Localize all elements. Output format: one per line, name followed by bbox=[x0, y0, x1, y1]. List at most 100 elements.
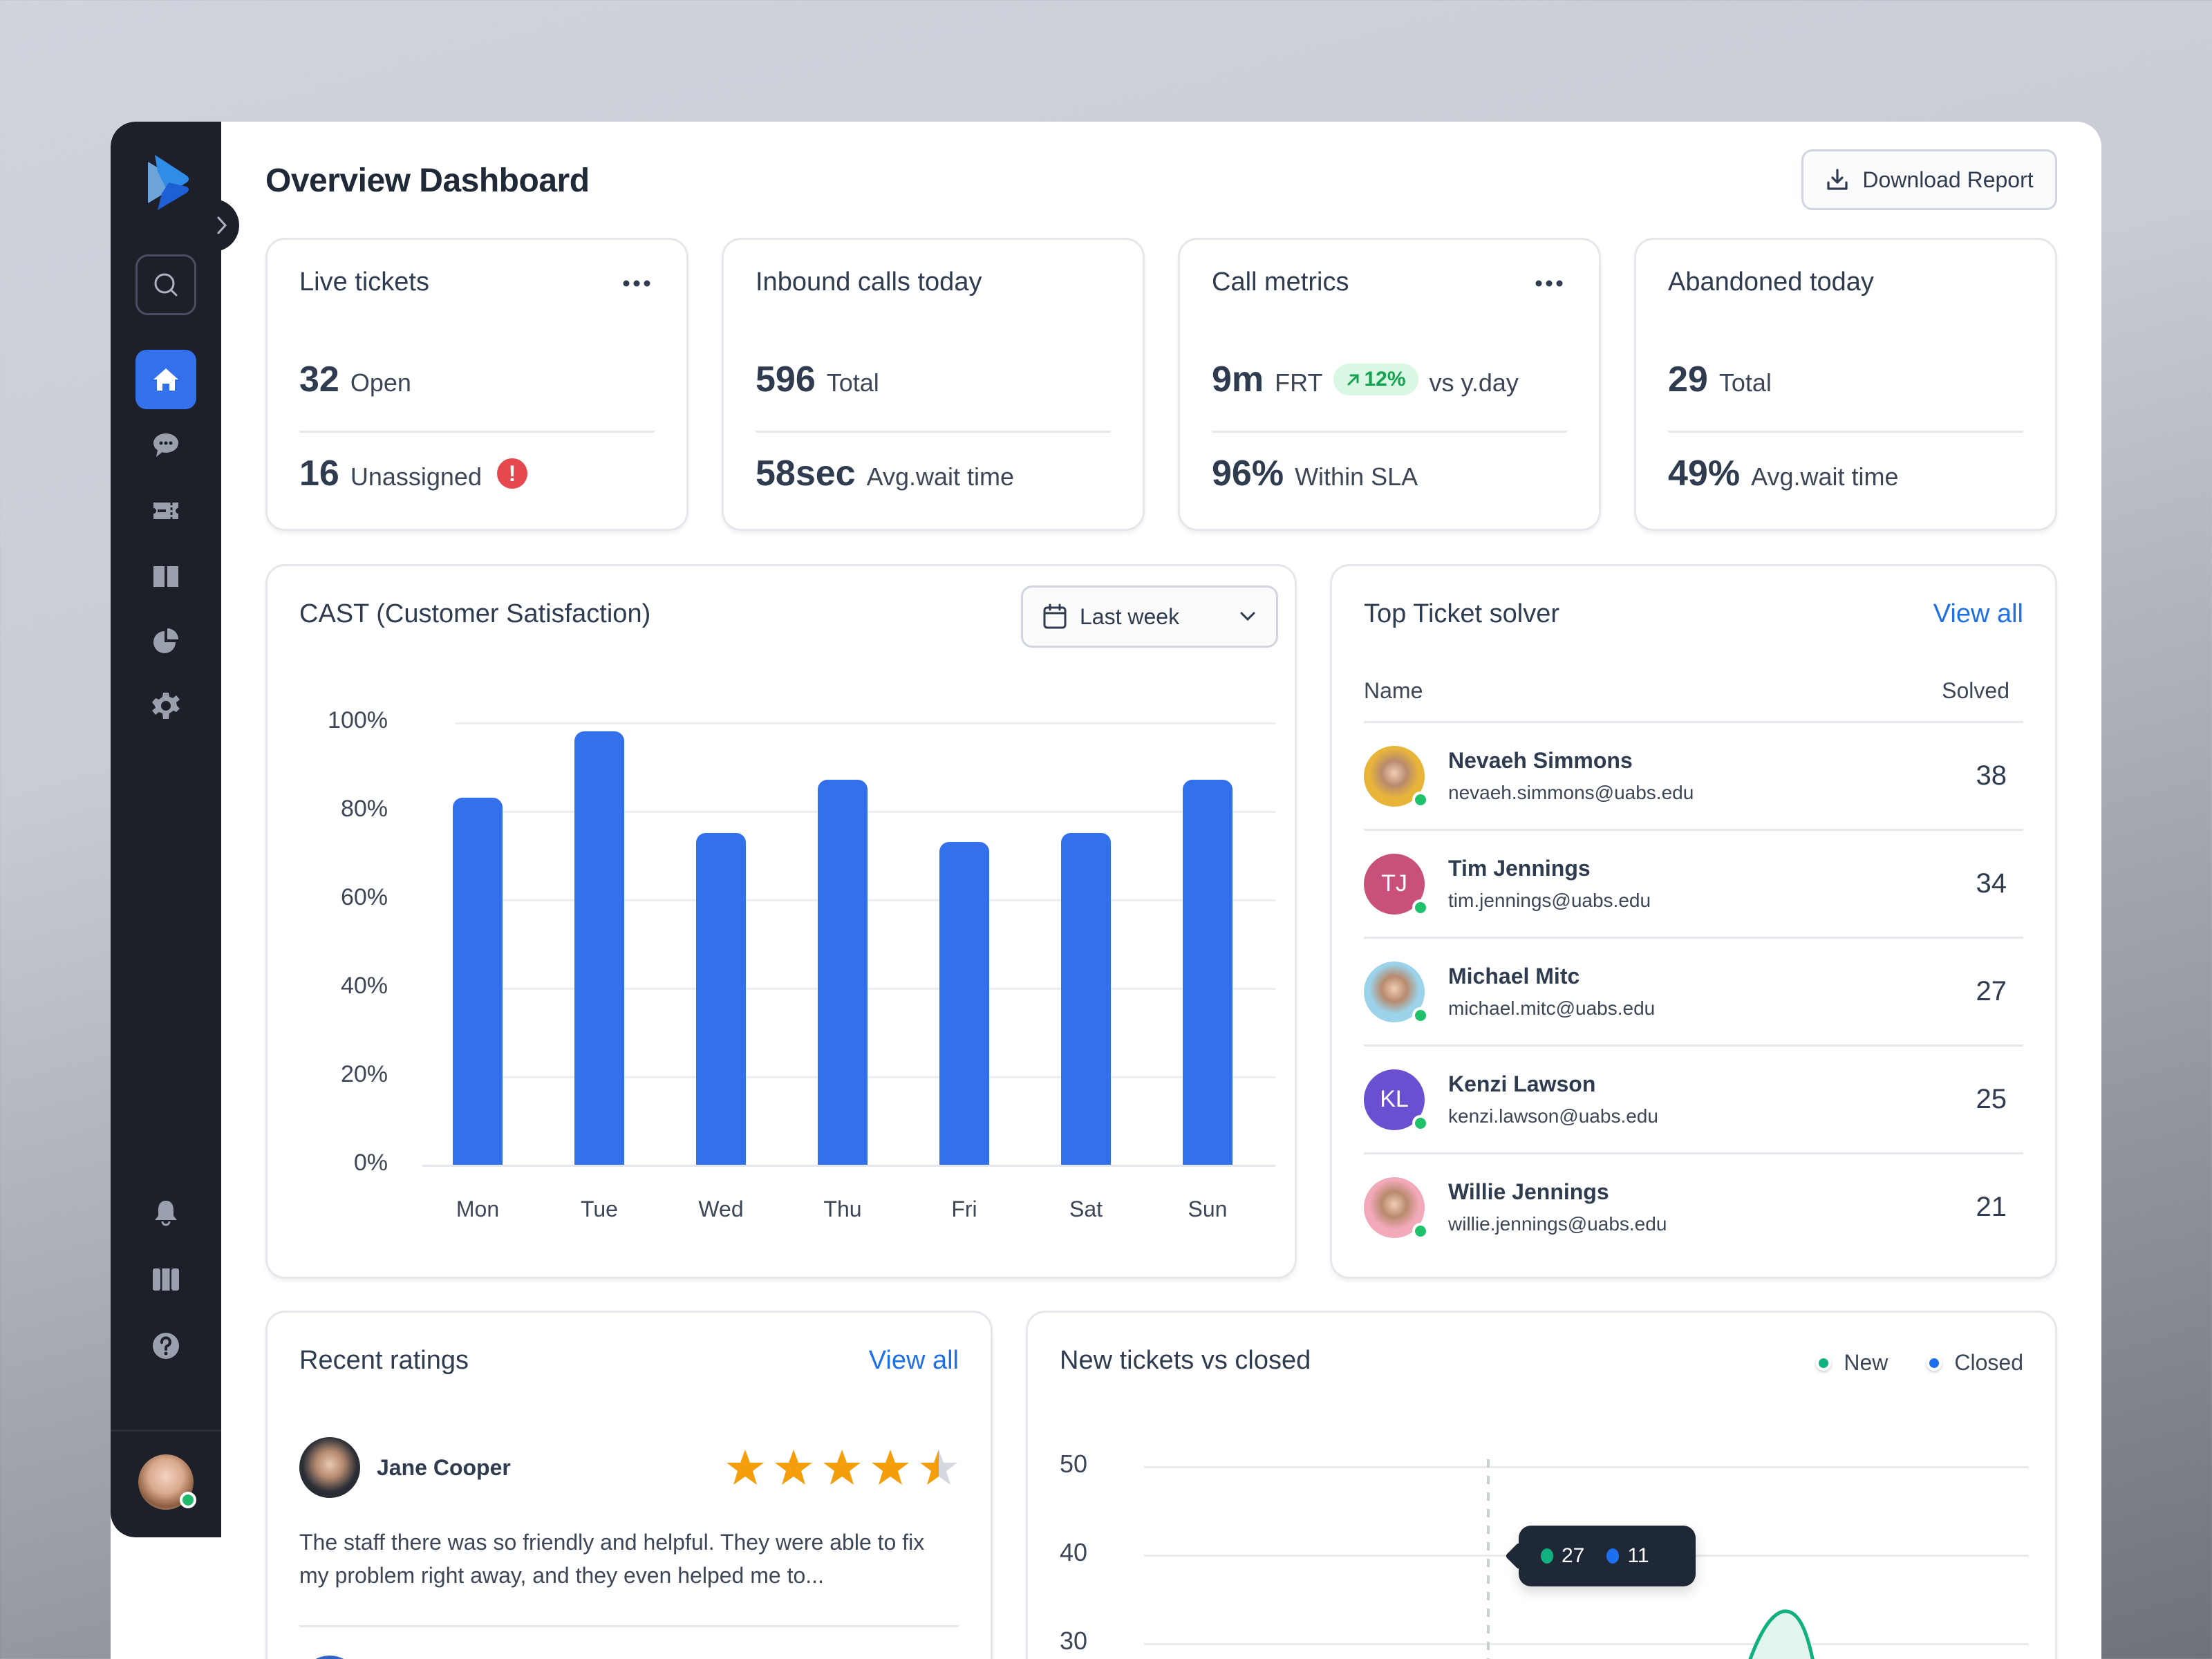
grid-line bbox=[1144, 1466, 2029, 1468]
stat-value: 596 bbox=[756, 359, 816, 400]
table-row[interactable]: KL Kenzi Lawson kenzi.lawson@uabs.edu 25 bbox=[1364, 1044, 2023, 1152]
stat-row: 9m FRT 12% vs y.day bbox=[1212, 359, 1519, 400]
bar-thu[interactable] bbox=[818, 780, 868, 1165]
stat-value: 9m bbox=[1212, 359, 1264, 400]
stat-card-call-metrics: Call metrics 9m FRT 12% vs y.day 96% Wit… bbox=[1178, 238, 1601, 531]
bar-sat[interactable] bbox=[1061, 833, 1111, 1165]
legend-item-new[interactable]: New bbox=[1816, 1350, 1888, 1376]
solved-count: 21 bbox=[1976, 1192, 2007, 1222]
sidebar-item-settings[interactable] bbox=[135, 676, 196, 735]
view-all-solvers-link[interactable]: View all bbox=[1933, 599, 2023, 628]
solver-name: Michael Mitc bbox=[1448, 964, 1580, 988]
legend-dot-icon bbox=[1927, 1355, 1942, 1371]
table-row[interactable]: Nevaeh Simmons nevaeh.simmons@uabs.edu 38 bbox=[1364, 721, 2023, 829]
online-status-dot bbox=[180, 1492, 196, 1508]
tooltip-closed-value: 11 bbox=[1627, 1544, 1649, 1567]
table-row[interactable]: TJ Tim Jennings tim.jennings@uabs.edu 34 bbox=[1364, 829, 2023, 937]
search-button[interactable] bbox=[135, 254, 196, 315]
column-header-name: Name bbox=[1364, 678, 1423, 703]
gear-icon bbox=[152, 693, 180, 719]
view-all-ratings-link[interactable]: View all bbox=[868, 1346, 959, 1375]
sidebar-item-home[interactable] bbox=[135, 350, 196, 409]
column-header-solved: Solved bbox=[1942, 678, 2009, 703]
solver-email: nevaeh.simmons@uabs.edu bbox=[1448, 782, 1694, 803]
sidebar-item-layout[interactable] bbox=[135, 1250, 196, 1309]
chevron-right-icon bbox=[217, 216, 227, 234]
online-status-dot bbox=[1412, 1114, 1429, 1132]
logo-icon[interactable] bbox=[141, 155, 191, 210]
sidebar-item-messages[interactable] bbox=[135, 415, 196, 474]
stat-value: 58sec bbox=[756, 453, 856, 494]
divider bbox=[756, 431, 1111, 433]
top-ticket-solver-card: Top Ticket solver View all Name Solved N… bbox=[1330, 564, 2057, 1279]
rating-item[interactable]: Jane Cooper The staff there was so frien… bbox=[299, 1437, 959, 1592]
sidebar-item-tickets[interactable] bbox=[135, 481, 196, 541]
tooltip-new-value: 27 bbox=[1562, 1544, 1585, 1567]
stat-value: 29 bbox=[1668, 359, 1708, 400]
user-avatar[interactable] bbox=[138, 1454, 196, 1510]
stat-label: Unassigned bbox=[350, 462, 482, 491]
date-range-value: Last week bbox=[1080, 603, 1180, 629]
stat-label: Total bbox=[1718, 368, 1772, 397]
sidebar-item-reports[interactable] bbox=[135, 611, 196, 671]
bar-wed[interactable] bbox=[696, 833, 746, 1165]
stat-label: Avg.wait time bbox=[866, 462, 1015, 491]
sidebar-divider bbox=[111, 1430, 221, 1432]
card-title: Recent ratings bbox=[299, 1346, 469, 1375]
stat-card-live-tickets: Live tickets 32 Open 16 Unassigned ! bbox=[265, 238, 688, 531]
sidebar-collapse-toggle[interactable] bbox=[205, 199, 239, 252]
solved-count: 27 bbox=[1976, 976, 2007, 1006]
review-text: The staff there was so friendly and help… bbox=[299, 1530, 925, 1588]
card-title: CAST (Customer Satisfaction) bbox=[299, 599, 651, 628]
avatar bbox=[1364, 961, 1429, 1024]
x-tick: Fri bbox=[951, 1197, 977, 1221]
bar-tue[interactable] bbox=[574, 731, 624, 1165]
pie-chart-icon bbox=[153, 628, 178, 653]
y-tick: 30 bbox=[1060, 1627, 1088, 1655]
table-row[interactable]: Willie Jennings willie.jennings@uabs.edu 2… bbox=[1364, 1152, 2023, 1260]
divider bbox=[299, 1625, 959, 1627]
stat-title: Abandoned today bbox=[1668, 268, 1874, 297]
online-status-dot bbox=[1412, 1006, 1429, 1024]
date-range-select[interactable]: Last week bbox=[1021, 585, 1278, 648]
solver-name: Kenzi Lawson bbox=[1448, 1071, 1596, 1096]
more-options-icon[interactable] bbox=[621, 279, 652, 288]
legend-item-closed[interactable]: Closed bbox=[1927, 1350, 2023, 1376]
bar-fri[interactable] bbox=[939, 841, 989, 1165]
stat-row: 29 Total bbox=[1668, 359, 1772, 400]
solved-count: 34 bbox=[1976, 868, 2007, 899]
y-tick: 80% bbox=[340, 796, 388, 822]
legend-label: Closed bbox=[1954, 1350, 2023, 1375]
stat-label: Avg.wait time bbox=[1751, 462, 1899, 491]
sidebar-item-notifications[interactable] bbox=[135, 1183, 196, 1243]
chart-tooltip: 27 11 bbox=[1519, 1526, 1696, 1586]
card-title: New tickets vs closed bbox=[1060, 1346, 1311, 1375]
x-tick: Mon bbox=[456, 1197, 500, 1221]
divider bbox=[1668, 431, 2023, 433]
download-report-button[interactable]: Download Report bbox=[1801, 149, 2057, 210]
stat-comparison: vs y.day bbox=[1429, 368, 1519, 397]
stat-label: FRT bbox=[1275, 368, 1323, 397]
solver-email: kenzi.lawson@uabs.edu bbox=[1448, 1105, 1658, 1127]
bar-sun[interactable] bbox=[1183, 780, 1232, 1165]
arrow-up-right-icon bbox=[1347, 374, 1359, 386]
stat-row: 16 Unassigned ! bbox=[299, 453, 527, 494]
sidebar-item-knowledge-base[interactable] bbox=[135, 546, 196, 606]
stat-title: Live tickets bbox=[299, 268, 429, 297]
sidebar-item-help[interactable] bbox=[135, 1316, 196, 1376]
new-vs-closed-card: New tickets vs closed New Closed 50 40 3… bbox=[1026, 1311, 2057, 1659]
star-icon bbox=[920, 1450, 957, 1485]
stat-row: 32 Open bbox=[299, 359, 411, 400]
more-options-icon[interactable] bbox=[1534, 279, 1564, 288]
table-row[interactable]: Michael Mitc michael.mitc@uabs.edu 27 bbox=[1364, 937, 2023, 1044]
online-status-dot bbox=[1412, 899, 1429, 916]
stat-card-inbound-calls: Inbound calls today 596 Total 58sec Avg.… bbox=[722, 238, 1145, 531]
bar-mon[interactable] bbox=[453, 797, 503, 1165]
home-icon bbox=[153, 368, 178, 391]
x-tick: Wed bbox=[698, 1197, 744, 1221]
y-tick: 40 bbox=[1060, 1538, 1088, 1566]
reviewer-name: Jane Cooper bbox=[377, 1454, 511, 1480]
solved-count: 25 bbox=[1976, 1084, 2007, 1114]
solver-email: tim.jennings@uabs.edu bbox=[1448, 890, 1651, 911]
grid-line bbox=[456, 722, 1275, 724]
